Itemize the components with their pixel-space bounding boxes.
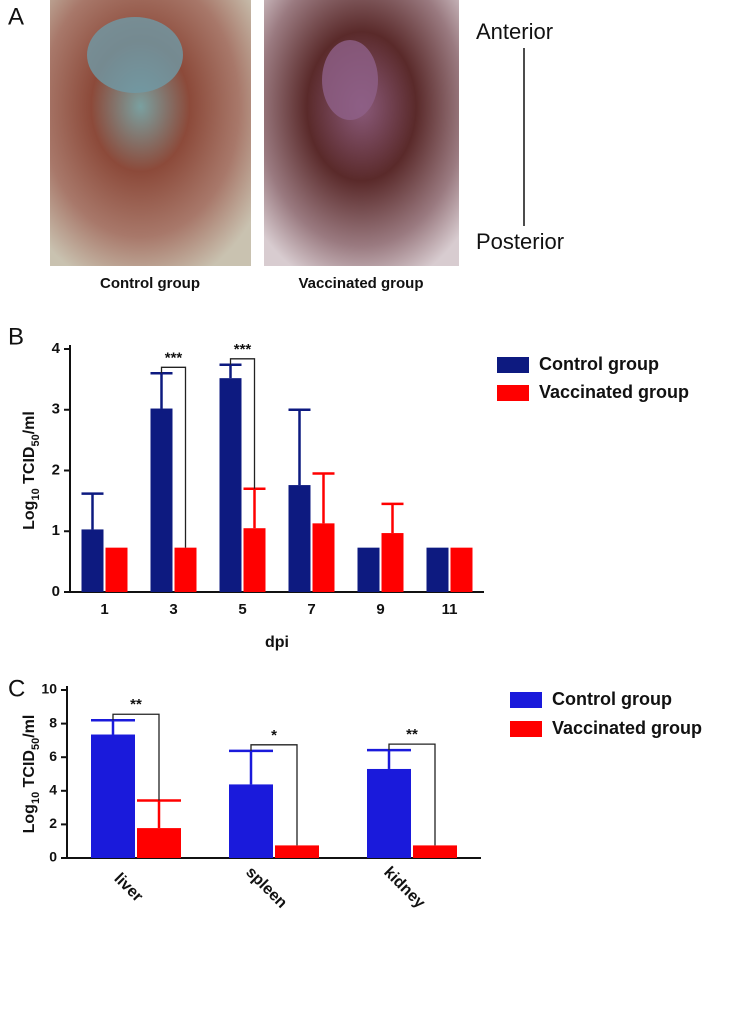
bar [150,408,173,592]
y-axis-label-part: Log [21,804,38,833]
photo-caption: Vaccinated group [298,275,423,292]
y-axis-label-part: Log [21,501,38,530]
y-axis-label-part: /ml [21,715,38,738]
legend-swatch [497,385,529,401]
significance-bracket [250,744,298,846]
significance-label: * [271,727,277,744]
y-axis-label-part: 10 [30,792,42,804]
significance-label: *** [165,349,183,366]
orientation-label: Posterior [476,229,564,254]
y-tick-label: 8 [49,714,57,730]
significance-bracket [160,366,187,548]
orientation-label: Anterior [476,19,553,44]
y-axis-label-part: 10 [30,488,42,500]
x-tick-label: 1 [100,601,108,618]
panel-label: A [8,3,24,30]
error-bar [219,363,242,379]
significance-bracket [112,713,160,801]
x-tick-label: 5 [238,601,246,618]
y-axis-label-part: TCID [21,750,38,792]
bar [381,533,404,592]
bar [357,547,380,592]
significance-bracket [229,358,256,489]
x-tick-label: liver [111,870,146,905]
x-axis-label: dpi [265,634,289,651]
panel-label: C [8,675,25,702]
error-bar [367,748,411,769]
y-axis-label-part: 50 [30,738,42,750]
error-bar [137,799,181,829]
bar [367,768,411,858]
bar [312,523,335,592]
bar [413,845,457,858]
error-bar [288,408,311,486]
legend-label: Vaccinated group [539,382,689,402]
y-tick-label: 0 [49,849,57,865]
y-tick-label: 6 [49,748,57,764]
significance-label: ** [130,696,142,713]
y-axis-label: Log10 TCID50/ml [21,715,42,834]
y-tick-label: 2 [49,815,57,831]
error-bar [312,472,335,524]
error-bar [381,502,404,534]
photo-detail [87,17,183,93]
y-tick-label: 1 [52,522,60,539]
significance-bracket [388,743,436,846]
bar [174,547,197,592]
error-bar [243,487,266,529]
significance-label: *** [234,341,252,358]
legend-swatch [510,721,542,737]
legend-label: Control group [552,689,672,709]
significance-label: ** [406,726,418,743]
bar [229,784,273,858]
bar [91,734,135,858]
y-tick-label: 4 [52,340,61,357]
x-tick-label: 11 [442,601,458,618]
y-tick-label: 3 [52,401,60,418]
y-tick-label: 4 [49,782,57,798]
error-bar [81,492,104,530]
legend-swatch [497,357,529,373]
bar [288,485,311,592]
error-bar [91,718,135,735]
y-axis-label-part: /ml [21,411,38,434]
photo-detail [322,40,378,120]
panel-label: B [8,323,24,350]
legend-label: Control group [539,354,659,374]
x-tick-label: 9 [376,601,384,618]
error-bar [229,749,273,785]
bar [219,378,242,592]
photo-vaccinated [264,0,459,266]
y-axis-label-part: 50 [30,434,42,446]
bar [243,528,266,592]
y-axis-label-part: TCID [21,447,38,489]
bar [105,547,128,592]
legend-label: Vaccinated group [552,718,702,738]
bar [81,529,104,592]
y-tick-label: 0 [52,583,60,600]
x-tick-label: 3 [169,601,177,618]
y-tick-label: 2 [52,461,60,478]
bar [450,547,473,592]
y-axis-label: Log10 TCID50/ml [21,411,42,530]
bar [275,845,319,858]
x-tick-label: 7 [307,601,315,618]
bar [137,828,181,858]
x-tick-label: spleen [242,864,290,912]
error-bar [150,372,173,409]
x-tick-label: kidney [380,864,428,912]
photo-caption: Control group [100,275,200,292]
bar [426,547,449,592]
y-tick-label: 10 [41,681,57,697]
legend-swatch [510,692,542,708]
